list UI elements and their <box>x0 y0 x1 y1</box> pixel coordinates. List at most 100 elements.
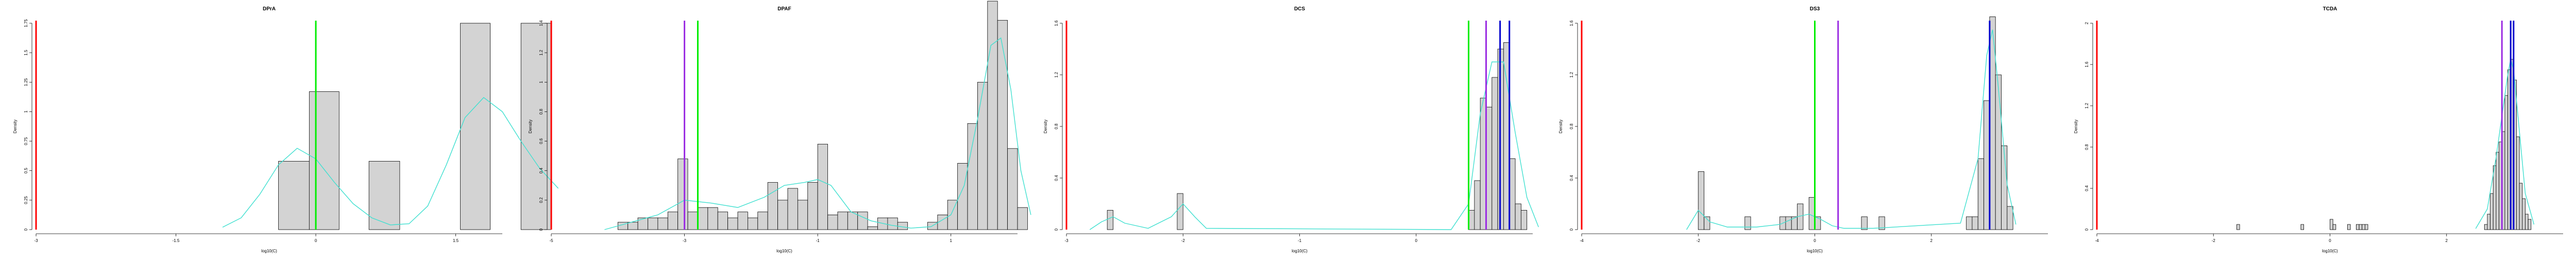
histogram-bar <box>767 182 778 230</box>
histogram-bar <box>887 217 898 230</box>
panel-title: DCS <box>1294 6 1305 12</box>
y-tick-label: 0.8 <box>2084 144 2089 150</box>
histogram-bar <box>897 222 908 230</box>
y-tick-label: 0 <box>1569 228 1574 231</box>
y-axis-label: Density <box>1043 120 1048 134</box>
x-tick-label: 2 <box>1930 238 1933 243</box>
x-axis-label: log10(C) <box>2322 249 2338 253</box>
y-tick-label: 0.4 <box>539 168 544 174</box>
panel-4: DS3 -4 -2 0 2 0 0.4 0.8 1.2 1.6 log10(C) Density <box>1558 6 2048 253</box>
x-axis-label: log10(C) <box>776 249 792 253</box>
y-tick-label: 0.5 <box>24 168 28 174</box>
histogram-bar <box>1861 216 1868 230</box>
histogram-bar <box>2516 136 2520 230</box>
x-tick-label: 2 <box>2446 238 2448 243</box>
histogram-bar <box>2493 165 2497 230</box>
panel-title: DS3 <box>1810 6 1820 12</box>
histogram-bar <box>2300 224 2304 230</box>
histogram-bar <box>2504 95 2508 230</box>
y-tick-label: 1 <box>539 81 544 84</box>
y-tick-label: 0 <box>539 228 544 231</box>
histogram-bar <box>2525 214 2529 230</box>
histogram-bar <box>737 212 748 230</box>
y-tick-label: 0.8 <box>1054 123 1059 130</box>
x-axis-label: log10(C) <box>261 249 277 253</box>
x-tick-label: -3 <box>34 238 38 243</box>
histogram-bar <box>1977 158 1984 230</box>
histogram-bar <box>2359 224 2363 230</box>
density-curve <box>1686 29 2016 230</box>
y-tick-label: 1.6 <box>2084 61 2089 68</box>
histogram-bar <box>707 207 718 230</box>
y-tick-label: 1.5 <box>24 50 28 56</box>
y-axis-label: Density <box>528 120 533 134</box>
density-curve <box>604 37 1031 230</box>
y-tick-label: 0 <box>24 228 28 231</box>
y-tick-label: 1.2 <box>2084 103 2089 109</box>
histogram-bar <box>1107 210 1113 230</box>
x-tick-label: -1 <box>1298 238 1302 243</box>
x-tick-label: 0 <box>2329 238 2331 243</box>
panel-2: DPAF -5 -3 -1 1 0 0.2 0.4 0.6 0.8 1 1.2 1.4 log10(C) D… <box>528 1 1031 253</box>
histogram-bar <box>677 158 688 230</box>
x-axis-label: log10(C) <box>1292 249 1308 253</box>
histogram-bar <box>807 182 818 230</box>
histogram-bar <box>2484 224 2488 230</box>
y-tick-label: 0 <box>1054 228 1059 231</box>
x-tick-label: -2 <box>1697 238 1701 243</box>
histogram-bar <box>817 143 828 230</box>
y-tick-label: 0 <box>2084 228 2089 231</box>
histogram-bar <box>787 188 798 230</box>
histogram-bar <box>747 217 758 230</box>
histogram-bar <box>2236 224 2240 230</box>
y-tick-label: 0.75 <box>24 137 28 145</box>
histogram-bar <box>1995 74 2002 230</box>
x-tick-label: 1.5 <box>453 238 459 243</box>
histogram-bar <box>368 161 400 230</box>
panel-title: DPrA <box>263 6 276 12</box>
histogram-bar <box>947 200 958 230</box>
histogram-bar <box>2487 214 2490 230</box>
x-tick-label: -4 <box>1580 238 1584 243</box>
histogram-bar <box>1468 210 1475 230</box>
histogram-bar <box>987 1 998 230</box>
y-tick-label: 1.75 <box>24 19 28 27</box>
histogram-bar <box>2001 146 2008 230</box>
histogram-bar <box>2330 219 2333 230</box>
histogram-bar <box>648 217 658 230</box>
y-tick-label: 1 <box>24 110 28 113</box>
histogram-bar <box>977 82 988 230</box>
x-tick-label: -3 <box>683 238 687 243</box>
histogram-bar <box>717 212 728 230</box>
density-curve <box>2475 59 2535 229</box>
y-tick-label: 0.4 <box>1569 175 1574 181</box>
histogram-bar <box>667 212 679 230</box>
histogram-bar <box>2332 224 2336 230</box>
histogram-bar <box>1515 203 1521 230</box>
histogram-bar <box>1808 197 1815 230</box>
histogram-bar <box>1007 148 1018 230</box>
histogram-bar <box>2528 219 2532 230</box>
histogram-bar <box>278 161 310 230</box>
y-tick-label: 1.4 <box>539 20 544 26</box>
density-curve <box>1089 61 1539 230</box>
histogram-bar <box>1480 98 1486 230</box>
histogram-bar <box>1698 171 1704 230</box>
x-tick-label: 0 <box>1814 238 1816 243</box>
x-tick-label: -3 <box>1064 238 1069 243</box>
y-tick-label: 1.6 <box>1569 20 1574 26</box>
histogram-bar <box>827 215 838 230</box>
histogram-bar <box>777 200 788 230</box>
histogram-bar <box>1492 77 1498 230</box>
histogram-bar <box>2364 224 2368 230</box>
histogram-bar <box>657 217 668 230</box>
histogram-bar <box>687 212 698 230</box>
histogram-bar <box>1474 180 1481 230</box>
panel-title: TCDA <box>2323 6 2337 12</box>
y-tick-label: 0.4 <box>1054 175 1059 181</box>
histogram-bar <box>520 23 551 230</box>
histogram-bar <box>1966 216 1973 230</box>
x-tick-label: 0 <box>315 238 317 243</box>
histogram-bar <box>2519 183 2523 230</box>
histogram-bar <box>857 212 868 230</box>
